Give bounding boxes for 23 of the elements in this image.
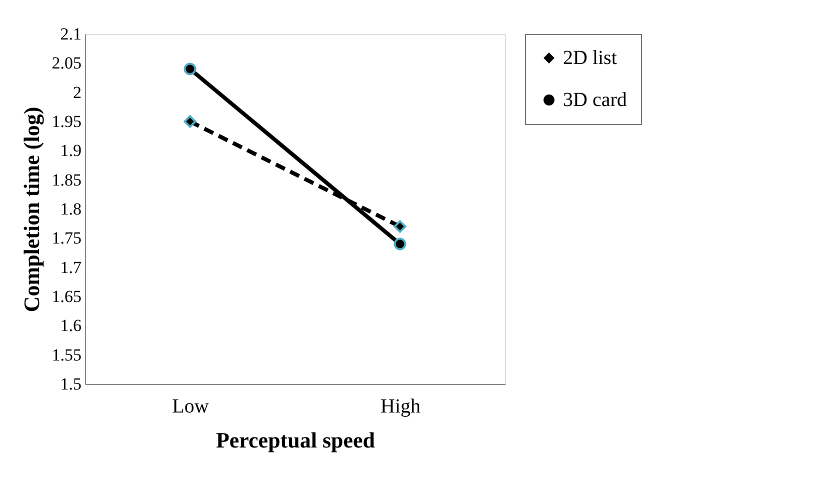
y-tick-label: 1.9 [60,141,82,160]
x-tick-label: High [380,396,420,418]
point [184,115,196,128]
x-axis-title: Perceptual speed [216,428,376,452]
y-tick-label: 2.1 [60,24,82,44]
legend-label: 3D card [563,89,627,111]
y-tick-label: 1.8 [60,200,82,218]
y-tick-label: 1.65 [52,287,82,306]
point [394,220,406,233]
point [394,238,406,250]
y-tick-label: 1.95 [52,112,82,131]
point [184,62,196,76]
y-tick-label: 2.05 [52,54,82,73]
y-axis-title: Completion time (log) [18,106,44,312]
y-tick-label: 1.75 [52,228,82,248]
y-tick-label: 1.5 [60,374,82,394]
y-tick-label: 1.7 [60,258,82,277]
legend-label: 2D list [563,47,618,69]
y-tick-label: 2 [73,82,82,102]
y-tick-label: 1.55 [52,345,82,364]
y-tick-label: 1.85 [52,170,82,190]
y-tick-label: 1.6 [60,316,82,336]
x-tick-label: Low [172,396,210,418]
